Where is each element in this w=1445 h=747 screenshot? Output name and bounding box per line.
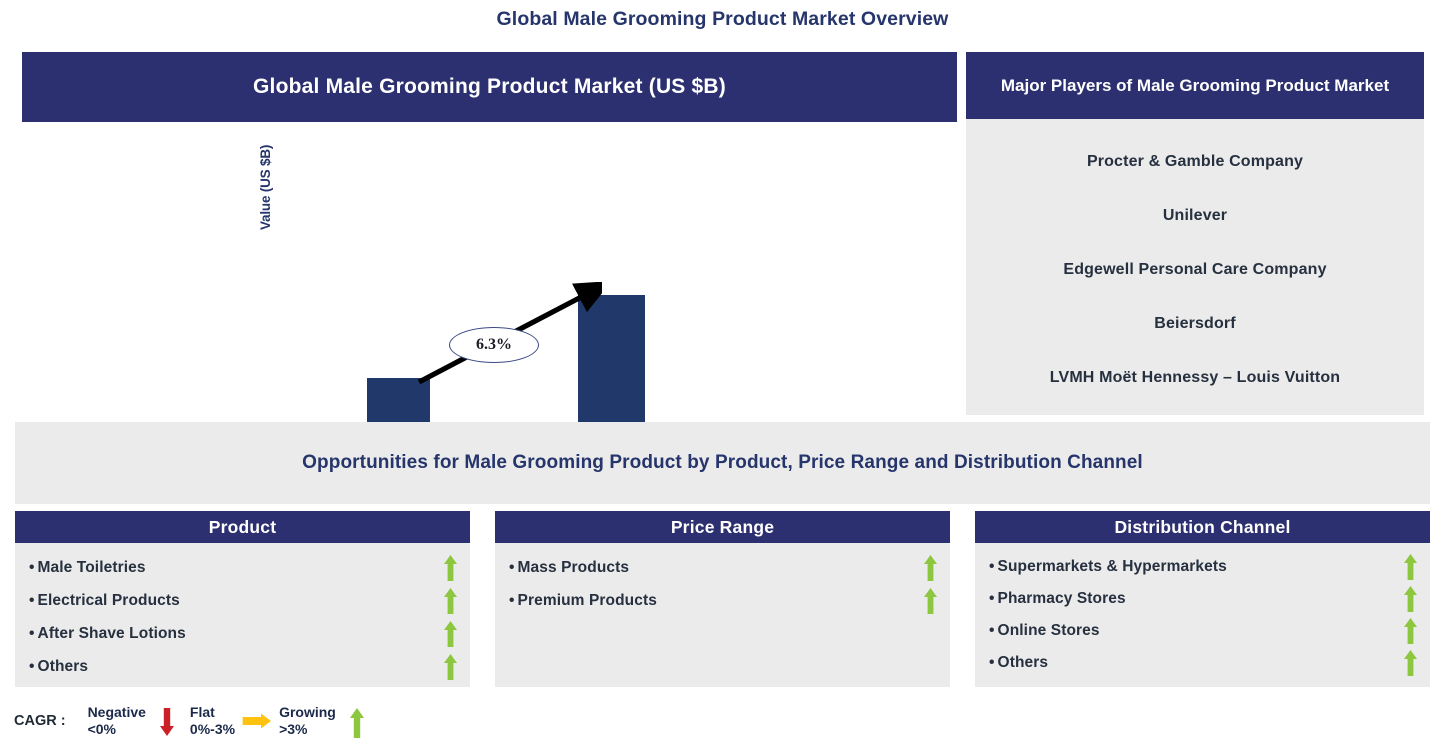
segment-item-label: • Pharmacy Stores bbox=[989, 590, 1126, 608]
y-axis-label: Value (US $B) bbox=[258, 144, 273, 230]
opportunities-banner-text: Opportunities for Male Grooming Product … bbox=[302, 452, 1143, 473]
major-players-title: Major Players of Male Grooming Product M… bbox=[1000, 75, 1390, 95]
chart-panel-title: Global Male Grooming Product Market (US … bbox=[253, 75, 726, 98]
bullet-icon: • bbox=[989, 558, 995, 575]
cagr-value-text: 6.3% bbox=[476, 336, 512, 353]
list-item: • Others bbox=[989, 647, 1418, 679]
list-item: • Pharmacy Stores bbox=[989, 583, 1418, 615]
segment-item-text: Electrical Products bbox=[37, 591, 180, 609]
segment-column-product: Product • Male Toiletries • Electrical Pro… bbox=[15, 511, 470, 687]
arrow-up-icon bbox=[923, 587, 938, 614]
cagr-legend-growing-text: Growing >3% bbox=[279, 704, 336, 737]
segment-header-price-range: Price Range bbox=[495, 511, 950, 543]
cagr-legend-range: >3% bbox=[279, 721, 308, 737]
cagr-legend-name: Negative bbox=[87, 704, 146, 721]
arrow-up-icon bbox=[1403, 618, 1418, 644]
opportunities-banner: Opportunities for Male Grooming Product … bbox=[15, 422, 1430, 504]
segment-item-label: • After Shave Lotions bbox=[29, 625, 186, 643]
list-item: LVMH Moët Hennessy – Louis Vuitton bbox=[1049, 369, 1341, 386]
segment-item-text: Mass Products bbox=[517, 558, 630, 576]
list-item: • Premium Products bbox=[509, 584, 938, 617]
bullet-icon: • bbox=[989, 590, 995, 607]
cagr-legend-range: <0% bbox=[87, 721, 116, 737]
bullet-icon: • bbox=[29, 624, 35, 642]
segment-item-text: Supermarkets & Hypermarkets bbox=[997, 558, 1227, 575]
arrow-up-icon bbox=[443, 554, 458, 581]
bullet-icon: • bbox=[29, 558, 35, 576]
segment-item-label: • Others bbox=[29, 658, 88, 676]
cagr-legend-name: Growing bbox=[279, 704, 336, 721]
segment-item-text: Others bbox=[997, 654, 1049, 671]
segment-item-label: • Electrical Products bbox=[29, 592, 180, 610]
major-players-panel: Major Players of Male Grooming Product M… bbox=[966, 52, 1424, 415]
list-item: • Others bbox=[29, 650, 458, 683]
segment-column-distribution-channel: Distribution Channel • Supermarkets & Hyp… bbox=[975, 511, 1430, 687]
segment-body-price-range: • Mass Products • Premium Products bbox=[495, 543, 950, 625]
segment-header-product: Product bbox=[15, 511, 470, 543]
page-title: Global Male Grooming Product Market Over… bbox=[496, 8, 949, 30]
market-chart-panel: Global Male Grooming Product Market (US … bbox=[22, 52, 957, 532]
arrow-up-icon bbox=[443, 620, 458, 647]
major-players-header: Major Players of Male Grooming Product M… bbox=[966, 52, 1424, 119]
bullet-icon: • bbox=[989, 654, 995, 671]
list-item: Procter & Gamble Company bbox=[1086, 153, 1304, 170]
cagr-legend-caption: CAGR : bbox=[14, 713, 66, 729]
cagr-value-bubble: 6.3% bbox=[449, 327, 539, 363]
list-item: • Electrical Products bbox=[29, 584, 458, 617]
arrow-up-icon bbox=[1403, 554, 1418, 580]
bullet-icon: • bbox=[509, 591, 515, 609]
major-players-list: Procter & Gamble Company Unilever Edgewe… bbox=[966, 119, 1424, 415]
list-item: • Mass Products bbox=[509, 551, 938, 584]
chart-panel-header: Global Male Grooming Product Market (US … bbox=[22, 52, 957, 122]
segment-item-text: Pharmacy Stores bbox=[997, 590, 1126, 607]
arrow-down-icon bbox=[152, 706, 182, 736]
cagr-legend-item-growing: Growing >3% bbox=[279, 704, 372, 738]
list-item: • After Shave Lotions bbox=[29, 617, 458, 650]
list-item: Edgewell Personal Care Company bbox=[1063, 261, 1327, 278]
arrow-right-icon bbox=[241, 710, 272, 732]
segment-item-text: Male Toiletries bbox=[37, 558, 146, 576]
segment-item-label: • Online Stores bbox=[989, 622, 1100, 640]
segment-item-text: Premium Products bbox=[517, 591, 657, 609]
chart-plot-area: Value (US $B) 2024 2031 6.3% Source : Lu… bbox=[22, 122, 957, 532]
cagr-legend: CAGR : Negative <0% Flat 0%-3% Growing >… bbox=[14, 698, 380, 744]
cagr-legend-negative-text: Negative <0% bbox=[88, 704, 146, 737]
cagr-legend-flat-text: Flat 0%-3% bbox=[190, 704, 235, 737]
segment-item-label: • Others bbox=[989, 654, 1048, 672]
bullet-icon: • bbox=[509, 558, 515, 576]
segment-item-label: • Supermarkets & Hypermarkets bbox=[989, 558, 1227, 576]
cagr-legend-name: Flat bbox=[189, 704, 215, 721]
list-item: • Supermarkets & Hypermarkets bbox=[989, 551, 1418, 583]
list-item: • Male Toiletries bbox=[29, 551, 458, 584]
arrow-up-icon bbox=[342, 708, 372, 738]
segment-item-label: • Male Toiletries bbox=[29, 559, 146, 577]
cagr-legend-item-negative: Negative <0% bbox=[88, 704, 182, 737]
list-item: Beiersdorf bbox=[1154, 315, 1236, 332]
segment-title: Price Range bbox=[670, 516, 775, 537]
arrow-up-icon bbox=[443, 587, 458, 614]
segment-item-label: • Premium Products bbox=[509, 592, 657, 610]
segment-column-price-range: Price Range • Mass Products • Premium Prod… bbox=[495, 511, 950, 687]
bullet-icon: • bbox=[29, 591, 35, 609]
segment-body-product: • Male Toiletries • Electrical Products • A… bbox=[15, 543, 470, 691]
segment-item-text: After Shave Lotions bbox=[37, 624, 186, 642]
segment-header-distribution-channel: Distribution Channel bbox=[975, 511, 1430, 543]
list-item: • Online Stores bbox=[989, 615, 1418, 647]
segment-item-text: Others bbox=[37, 657, 89, 675]
segment-title: Product bbox=[208, 516, 277, 537]
segment-title: Distribution Channel bbox=[1114, 516, 1291, 537]
bullet-icon: • bbox=[989, 622, 995, 639]
segment-item-text: Online Stores bbox=[997, 622, 1100, 639]
arrow-up-icon bbox=[1403, 586, 1418, 612]
segment-body-distribution-channel: • Supermarkets & Hypermarkets • Pharmacy S… bbox=[975, 543, 1430, 687]
arrow-up-icon bbox=[1403, 650, 1418, 676]
arrow-up-icon bbox=[443, 653, 458, 680]
cagr-legend-item-flat: Flat 0%-3% bbox=[190, 704, 272, 737]
segment-item-label: • Mass Products bbox=[509, 559, 629, 577]
list-item: Unilever bbox=[1162, 207, 1228, 224]
cagr-legend-range: 0%-3% bbox=[189, 721, 236, 737]
bullet-icon: • bbox=[29, 657, 35, 675]
arrow-up-icon bbox=[923, 554, 938, 581]
